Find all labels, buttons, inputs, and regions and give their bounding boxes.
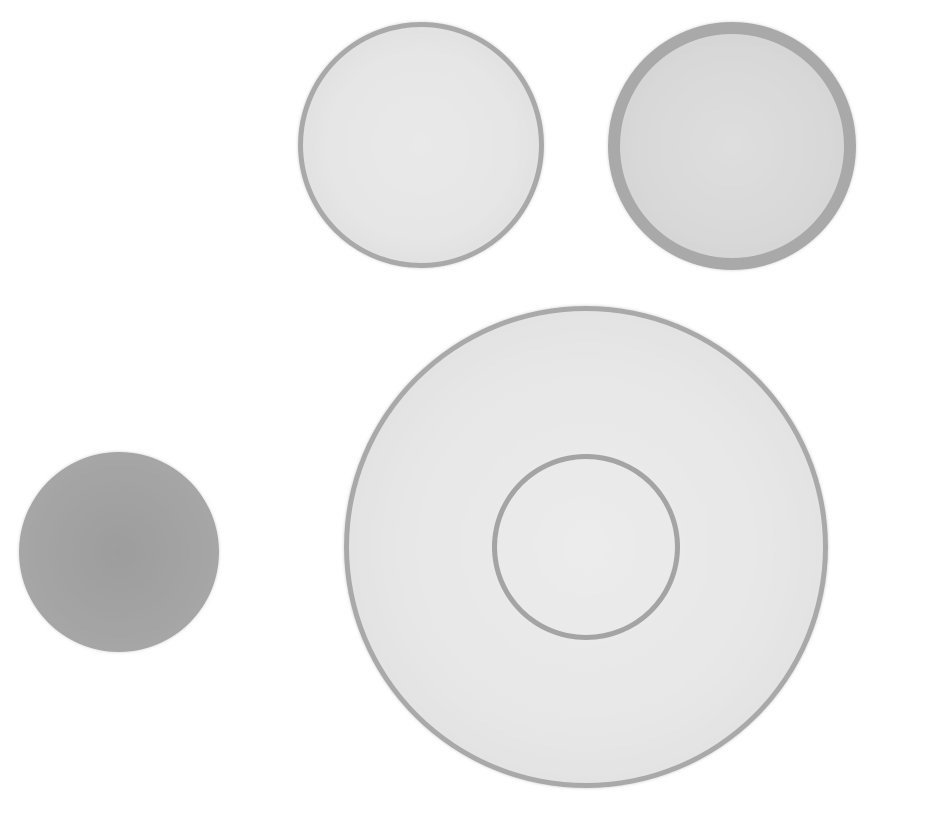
circle-top-right bbox=[608, 22, 856, 270]
circle-left-filled bbox=[19, 452, 219, 652]
circle-top-left bbox=[298, 22, 544, 268]
circle-large-inner bbox=[492, 454, 680, 640]
